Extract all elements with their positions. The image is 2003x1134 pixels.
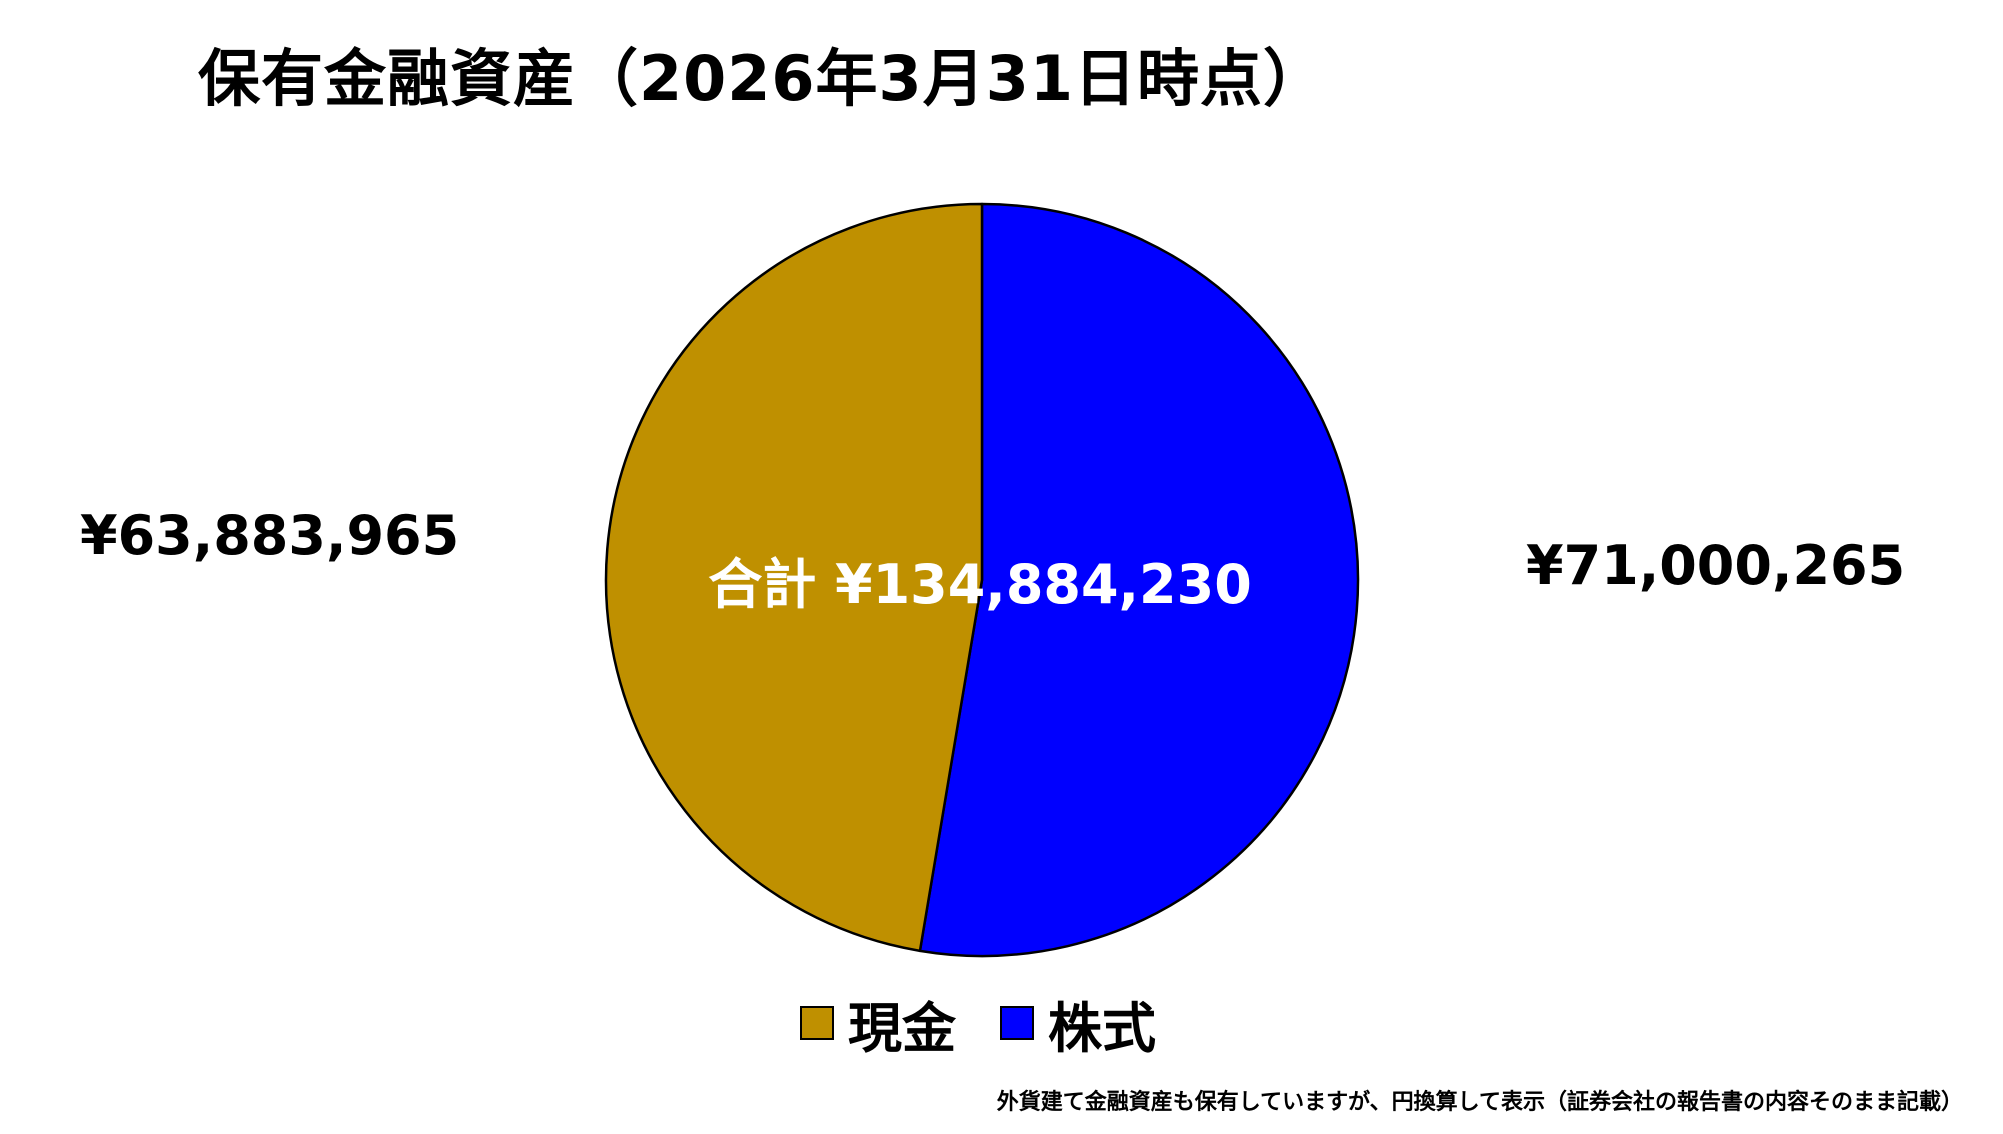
slice-label-stock: ¥71,000,265 [1526, 534, 1906, 597]
legend-swatch-stock [1000, 1006, 1034, 1040]
legend-label-cash: 現金 [848, 996, 956, 1060]
legend-item-cash: 現金 [800, 984, 956, 1063]
footnote: 外貨建て金融資産も保有していますが、円換算して表示（証券会社の報告書の内容そのま… [996, 1090, 1963, 1115]
legend-label-stock: 株式 [1048, 996, 1156, 1060]
total-label: 合計 ¥134,884,230 [708, 553, 1252, 616]
pie-slice-cash [604, 202, 984, 953]
chart-title: 保有金融資産（2026年3月31日時点） [198, 42, 1326, 115]
pie-slice-stock [918, 202, 1360, 958]
legend-swatch-cash [800, 1006, 834, 1040]
legend: 現金 株式 [800, 988, 1200, 1060]
pie-slices [604, 202, 1360, 958]
slice-label-cash: ¥63,883,965 [80, 504, 460, 567]
legend-item-stock: 株式 [1000, 984, 1156, 1063]
